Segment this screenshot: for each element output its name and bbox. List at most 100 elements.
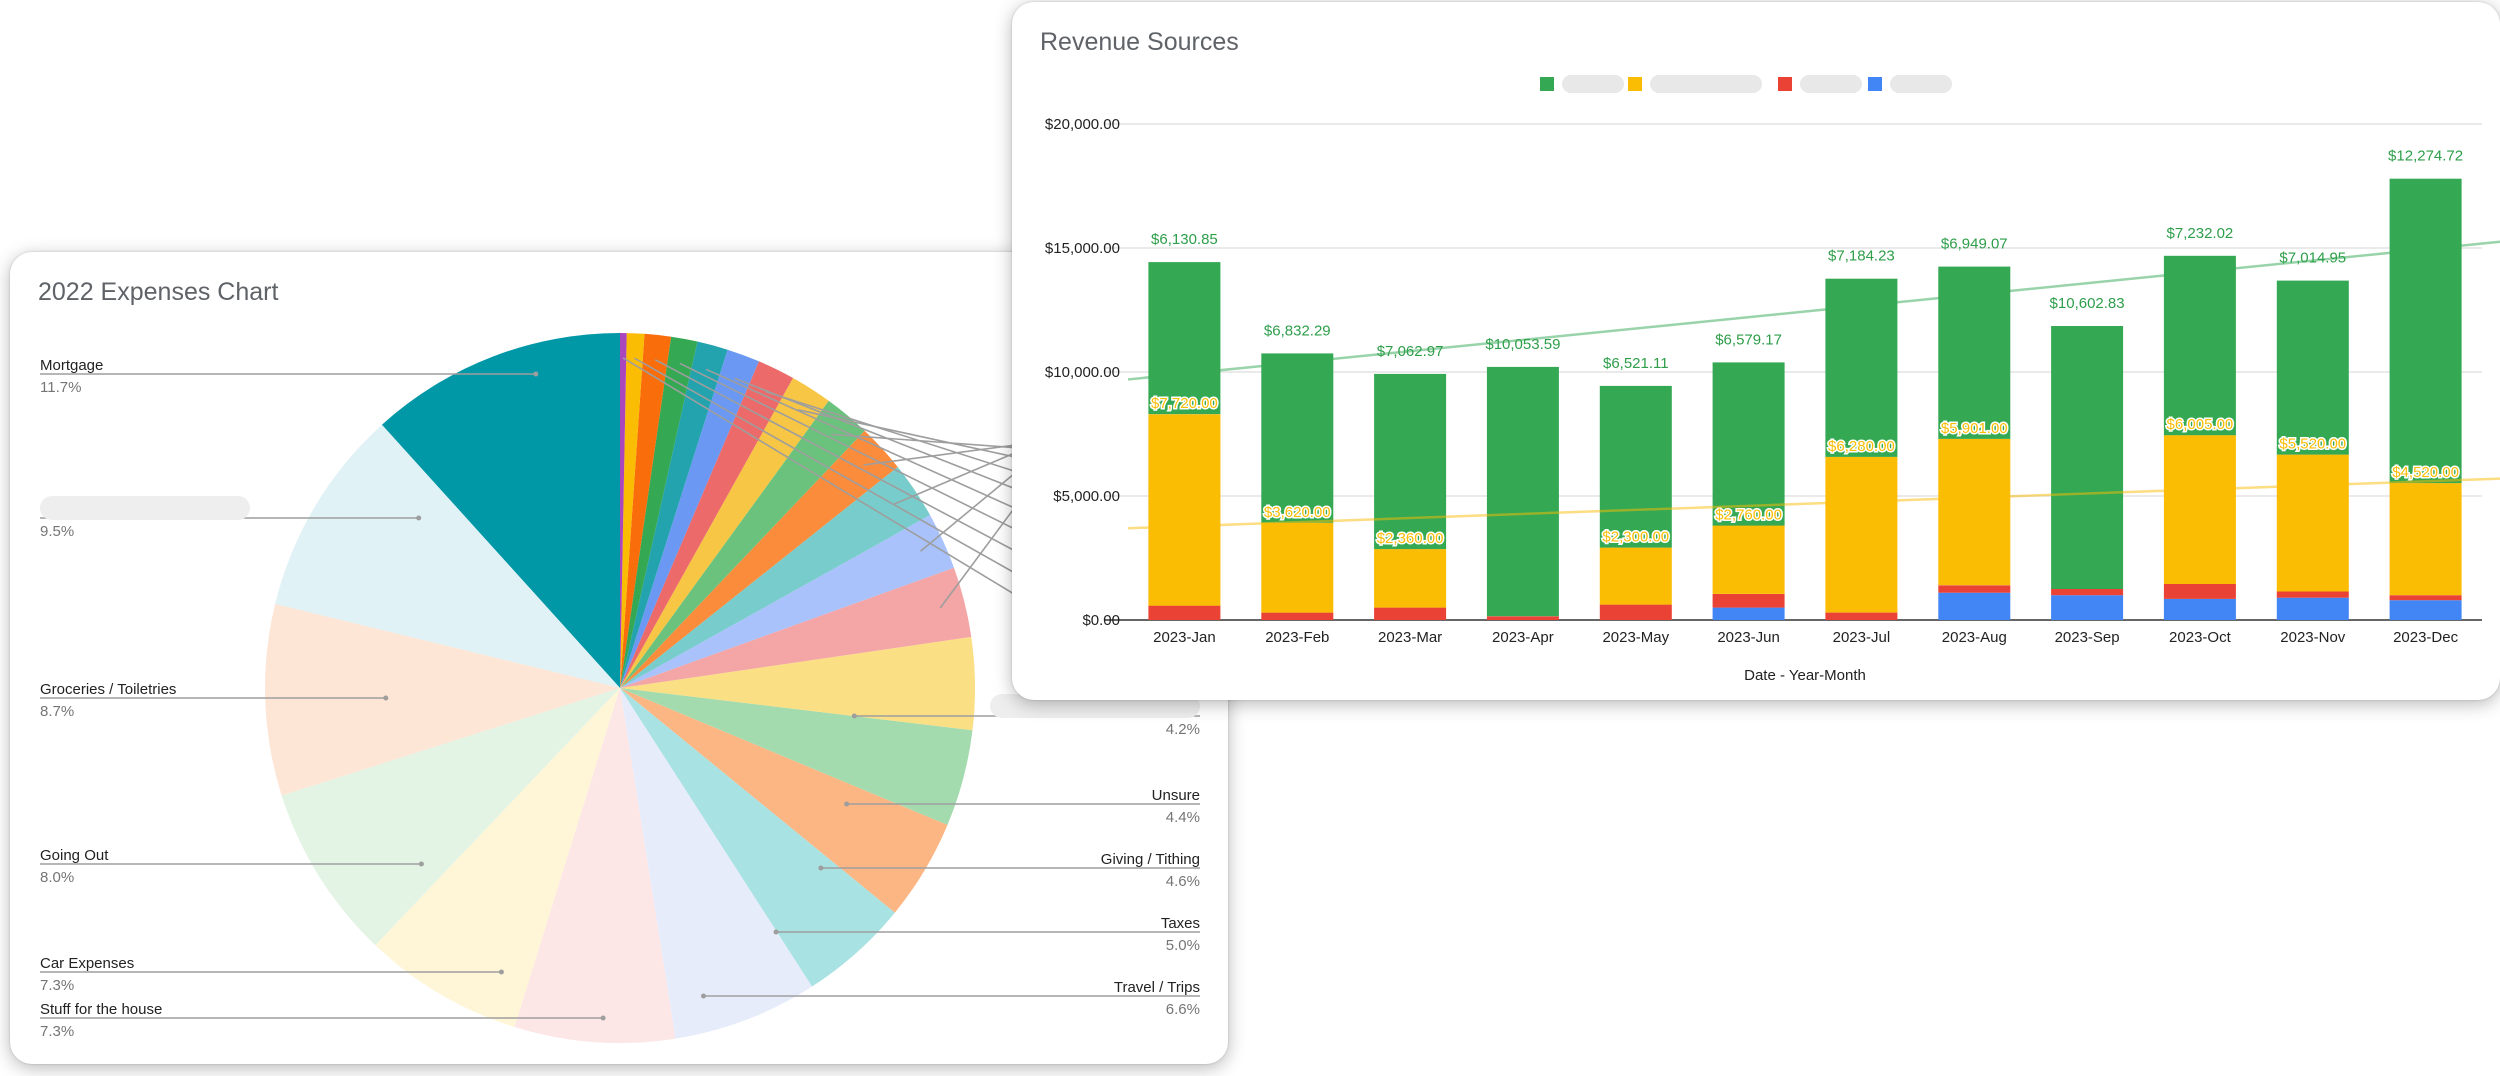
pie-leader-dot (701, 993, 706, 999)
bar-segment (2389, 178, 2462, 484)
pie-slice-label: Stuff for the house (40, 1001, 162, 1018)
pie-leader-dot (533, 371, 539, 377)
legend-swatch[interactable] (1778, 77, 1792, 91)
yellow-value-label: $2,760.00 (1715, 507, 1782, 524)
bar-segment (1712, 594, 1785, 608)
green-value-label: $6,832.29 (1264, 322, 1331, 339)
pie-slice (620, 349, 759, 688)
pie-slice (275, 424, 620, 688)
bar-segment (2051, 595, 2124, 620)
pie-leader-dot (851, 713, 857, 719)
bar-segment (1825, 456, 1898, 613)
legend-swatch[interactable] (1540, 77, 1554, 91)
y-tick-label: $15,000.00 (1045, 240, 1120, 257)
pie-leader-dot (600, 1015, 606, 1021)
y-tick-label: $5,000.00 (1053, 488, 1120, 505)
bar-segment (1599, 385, 1672, 548)
x-tick-label: 2023-Oct (2169, 629, 2232, 646)
bar-segment (2389, 600, 2462, 620)
bar-segment (1374, 549, 1447, 608)
x-tick-label: 2023-Sep (2055, 629, 2120, 646)
legend-entry-label (1800, 75, 1862, 93)
x-tick-label: 2023-Nov (2280, 629, 2346, 646)
bar-segment (1148, 262, 1221, 415)
pie-slice-percent: 9.5% (40, 523, 74, 540)
pie-slice (620, 688, 973, 825)
x-tick-label: 2023-Mar (1378, 629, 1442, 646)
bar-segment (2163, 435, 2236, 584)
yellow-value-label: $2,300.00 (1602, 529, 1669, 546)
yellow-value-label: $7,720.00 (1151, 395, 1218, 412)
pie-leader-dot (818, 865, 824, 871)
pie-slice (620, 567, 972, 688)
pie-leader-dot (418, 861, 424, 867)
bar-segment (2389, 483, 2462, 596)
pie-slice-label: Unsure (1152, 787, 1200, 804)
green-value-label: $6,130.85 (1151, 231, 1218, 248)
green-value-label: $7,232.02 (2167, 225, 2234, 242)
legend-entry-label (1890, 75, 1952, 93)
bar-segment (2276, 280, 2349, 455)
green-value-label: $7,184.23 (1828, 248, 1895, 265)
pie-slice-percent: 4.2% (1166, 721, 1200, 738)
pie-slice-percent: 8.7% (40, 703, 74, 720)
bar-segment (1486, 616, 1559, 620)
bar-segment (1712, 525, 1785, 594)
pie-slice (620, 636, 976, 731)
x-axis-title: Date - Year-Month (1744, 667, 1866, 684)
pie-slice-percent: 5.0% (1166, 937, 1200, 954)
pie-slice (620, 688, 895, 987)
pie-slice (620, 333, 627, 688)
trendline (1127, 240, 2500, 381)
green-value-label: $12,274.72 (2388, 148, 2463, 165)
bar-segment (2163, 255, 2236, 436)
pie-leader-dot (844, 801, 850, 807)
green-value-label: $6,521.11 (1603, 355, 1669, 372)
legend-entry-label (1562, 75, 1624, 93)
bar-segment (1148, 414, 1221, 606)
redacted-label (40, 496, 250, 520)
yellow-value-label: $2,360.00 (1377, 530, 1444, 547)
bar-segment (1712, 607, 1785, 620)
x-tick-label: 2023-Feb (1265, 629, 1329, 646)
bar-segment (1261, 522, 1334, 613)
bar-segment (2389, 595, 2462, 601)
x-tick-label: 2023-Jul (1833, 629, 1891, 646)
bar-segment (1599, 604, 1672, 620)
pie-slice (620, 688, 948, 913)
legend-swatch[interactable] (1628, 77, 1642, 91)
y-tick-label: $10,000.00 (1045, 364, 1120, 381)
pie-slice (620, 466, 930, 688)
x-tick-label: 2023-Dec (2393, 629, 2459, 646)
bar-segment (1486, 366, 1559, 617)
y-tick-label: $20,000.00 (1045, 116, 1120, 133)
pie-slice (620, 336, 698, 688)
pie-slice-label: Groceries / Toiletries (40, 681, 176, 698)
pie-slice-label: Travel / Trips (1114, 979, 1200, 996)
pie-slice-label: Taxes (1161, 915, 1200, 932)
pie-slice-percent: 8.0% (40, 869, 74, 886)
bar-segment (2276, 591, 2349, 598)
x-tick-label: 2023-Aug (1942, 629, 2007, 646)
green-value-label: $10,053.59 (1485, 336, 1560, 353)
legend-swatch[interactable] (1868, 77, 1882, 91)
bar-segment (2051, 589, 2124, 596)
pie-slice-label: Car Expenses (40, 955, 134, 972)
pie-slice (620, 400, 865, 688)
revenue-stacked-bar-chart: $0.00 $5,000.00 $10,000.00 $15,000.00 $20,00… (1045, 75, 2500, 684)
yellow-value-label: $3,620.00 (1264, 504, 1331, 521)
pie-slice-label: Giving / Tithing (1101, 851, 1200, 868)
pie-slice (381, 333, 620, 688)
pie-slice-percent: 6.6% (1166, 1001, 1200, 1018)
pie-slice (620, 361, 793, 688)
pie-slice (281, 688, 620, 946)
pie-slice (620, 515, 954, 688)
pie-slice-percent: 11.7% (40, 379, 81, 396)
pie-slice-percent: 7.3% (40, 1023, 74, 1040)
yellow-value-label: $4,520.00 (2392, 464, 2459, 481)
bar-segment (1938, 592, 2011, 620)
bar-segment (2163, 584, 2236, 599)
bar-segment (1148, 605, 1221, 620)
x-tick-label: 2023-Apr (1492, 629, 1554, 646)
yellow-value-label: $6,005.00 (2167, 416, 2234, 433)
